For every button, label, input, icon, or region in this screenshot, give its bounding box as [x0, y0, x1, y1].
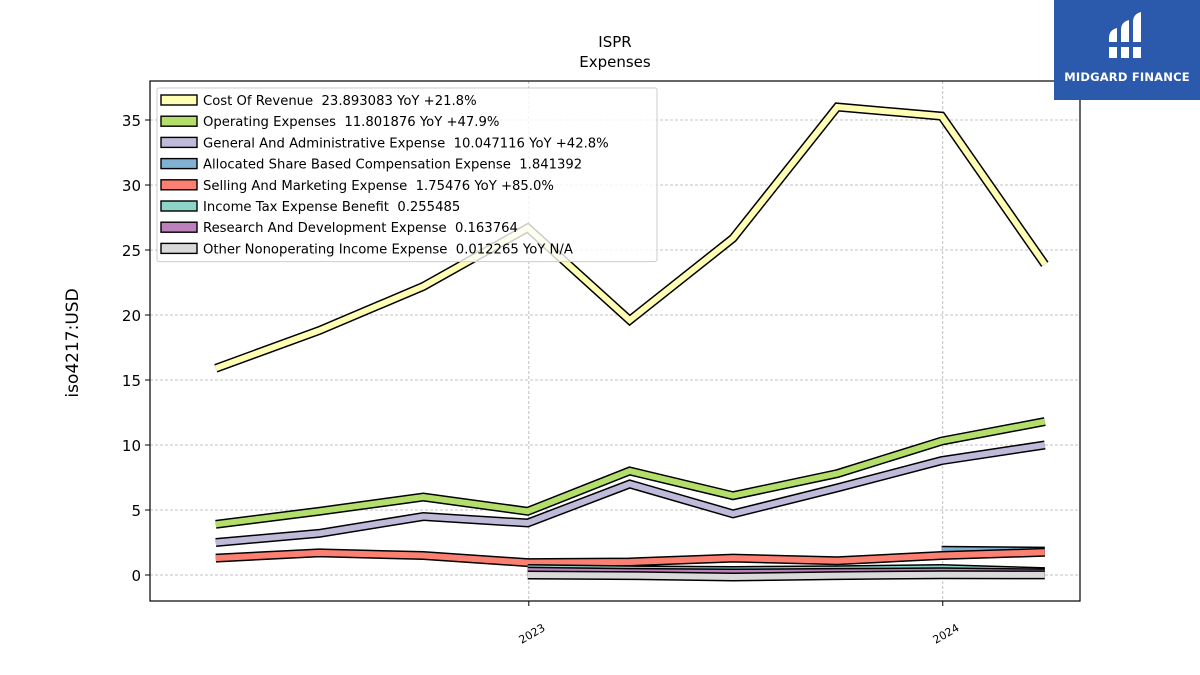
- plot-frame: [149, 80, 1081, 602]
- series-line: [215, 442, 1046, 546]
- legend: Cost Of Revenue 23.893083 YoY +21.8% Oper…: [156, 87, 658, 263]
- series-layer: [214, 102, 1049, 582]
- logo-mark-icon: [1107, 12, 1143, 58]
- legend-entry: Other Nonoperating Income Expense 0.0122…: [203, 242, 573, 257]
- legend-swatch: [160, 115, 198, 127]
- legend-entry: Cost Of Revenue 23.893083 YoY +21.8%: [203, 94, 477, 109]
- chart-subtitle: Expenses: [579, 53, 651, 71]
- chart-title: ISPR: [598, 33, 631, 51]
- brand-logo: MIDGARD FINANCE: [1054, 0, 1200, 100]
- legend-swatch: [160, 242, 198, 255]
- legend-entry: Selling And Marketing Expense 1.75476 Yo…: [203, 179, 554, 194]
- y-tick-label: 35: [122, 112, 141, 130]
- y-tick-label: 5: [131, 502, 141, 520]
- legend-swatch: [160, 136, 198, 149]
- legend-swatch: [160, 179, 198, 191]
- legend-entry: General And Administrative Expense 10.04…: [203, 136, 609, 151]
- legend-box: [156, 87, 658, 263]
- legend-entry: Allocated Share Based Compensation Expen…: [203, 158, 582, 173]
- logo-text: MIDGARD FINANCE: [1064, 70, 1190, 84]
- y-tick-label: 15: [122, 372, 141, 390]
- series-line: [215, 418, 1046, 528]
- y-tick-label: 30: [122, 177, 141, 195]
- legend-entry: Income Tax Expense Benefit 0.255485: [203, 200, 460, 215]
- series-line: [527, 571, 1045, 581]
- y-axis-label: iso4217:USD: [63, 288, 83, 397]
- series-line: [215, 549, 1045, 566]
- series-line: [214, 103, 1048, 372]
- legend-swatch: [160, 157, 198, 170]
- legend-swatch: [160, 94, 198, 106]
- y-tick-label: 25: [122, 242, 141, 260]
- legend-entry: Operating Expenses 11.801876 YoY +47.9%: [203, 115, 499, 130]
- y-tick-label: 0: [131, 567, 141, 585]
- legend-swatch: [160, 200, 198, 212]
- y-tick-label: 10: [122, 437, 141, 455]
- legend-swatch: [160, 221, 198, 233]
- x-tick-label: 2024: [931, 621, 962, 646]
- y-tick-label: 20: [122, 307, 141, 325]
- legend-entry: Research And Development Expense 0.16376…: [203, 221, 518, 236]
- x-tick-label: 2023: [517, 621, 548, 646]
